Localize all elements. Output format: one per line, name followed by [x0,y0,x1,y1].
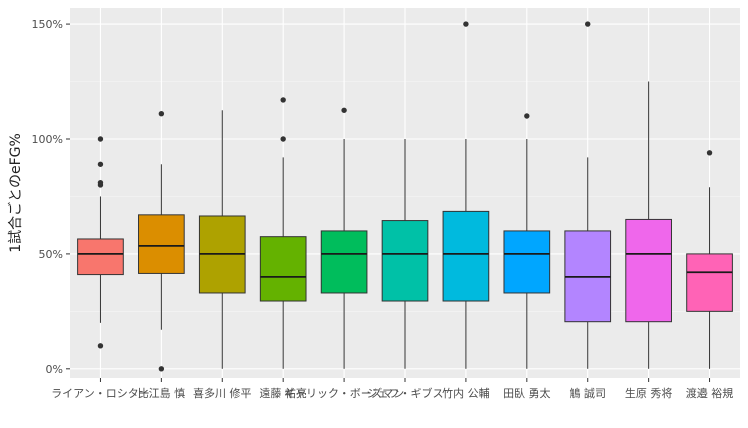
axes: 0% 50% 100% 150% ライアン・ロシター比江島 慎喜多川 修平 遠藤 祐亮ギャ… [32,18,734,400]
x-tick-label: ライアン・ロシター [51,387,150,400]
x-tick-label: 渡邉 裕規 [686,386,734,400]
box-2 [138,111,185,372]
outlier-point [706,150,713,156]
box-body [442,210,490,302]
outlier-point [97,161,104,167]
x-tick-label: 遠藤 祐亮 [259,386,307,400]
y-tick-label: 50% [39,248,63,261]
box-4 [259,97,307,369]
box-body [320,230,368,294]
box-1 [77,136,124,349]
outlier-point [585,21,591,27]
outlier-point [341,107,347,113]
outlier-point [158,111,165,117]
x-tick-label: 鵤 誠司 [569,386,606,400]
box-6 [381,138,429,369]
y-axis-label: 1試合ごとのeFG% [8,133,24,253]
outlier-point [280,97,286,103]
outlier-point [97,343,104,349]
outlier-point [158,366,165,372]
box-7 [442,21,490,369]
outlier-point [280,136,286,142]
x-tick-label: 田臥 勇太 [503,387,551,400]
y-tick-label: 0% [46,363,63,376]
y-tick-label: 100% [32,133,63,146]
box-body [625,218,672,323]
y-tick-label: 150% [32,18,63,31]
x-tick-label: 比江島 慎 [138,386,186,400]
box-body [381,220,429,302]
box-body [686,253,733,312]
box-layer [77,21,733,372]
x-tick-label: 生原 秀将 [625,386,673,400]
box-body [259,236,307,302]
box-11 [686,150,733,369]
outlier-point [97,179,104,186]
outlier-point [524,113,530,119]
x-tick-label: 竹内 公輔 [442,386,490,400]
box-5 [320,107,368,369]
outlier-point [463,21,469,27]
x-tick-label: 喜多川 修平 [193,386,252,400]
outlier-point [97,136,104,142]
x-tick-label: ギャリック・ボーズマン [284,386,404,400]
x-tick-label: ジェフ・ギブス [367,386,444,400]
box-body [138,214,185,274]
box-9 [564,21,612,369]
box-3 [198,110,246,369]
box-10 [625,81,672,369]
box-body [503,230,551,294]
box-8 [503,113,551,369]
box-body [77,238,124,276]
